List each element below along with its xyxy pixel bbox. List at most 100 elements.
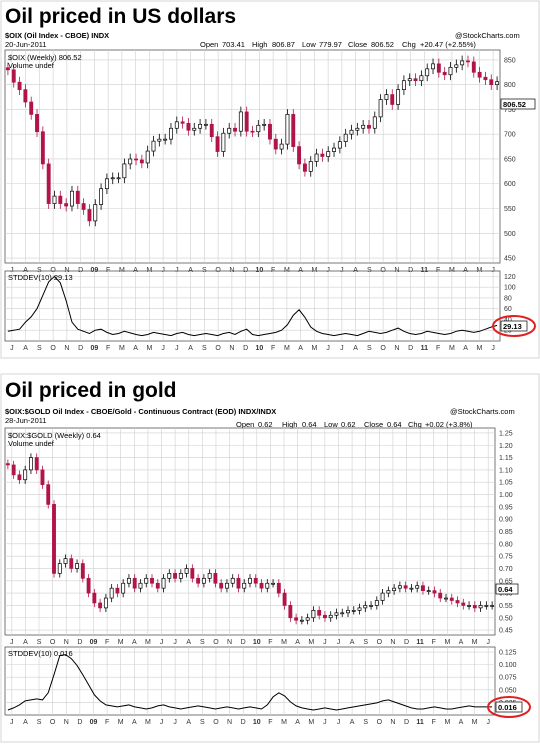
candle-body bbox=[279, 143, 284, 150]
candle-body bbox=[244, 111, 249, 132]
candle-body bbox=[273, 138, 278, 150]
x-tick-label: F bbox=[432, 639, 436, 646]
panel-gold: Oil priced in gold $OIX:$GOLD Oil Index … bbox=[0, 373, 540, 743]
candle-body bbox=[46, 484, 51, 505]
candle-body bbox=[248, 577, 252, 584]
candle-body bbox=[87, 209, 92, 222]
candle-body bbox=[426, 590, 431, 592]
x-tick-label: D bbox=[78, 267, 83, 274]
x-tick-label: D bbox=[404, 719, 409, 726]
candle-body bbox=[75, 563, 79, 569]
x-tick-label: M bbox=[449, 345, 455, 352]
x-tick-label: F bbox=[106, 345, 110, 352]
candle-body bbox=[70, 190, 74, 207]
x-tick-label: M bbox=[311, 267, 317, 274]
candle-body bbox=[442, 71, 447, 76]
x-tick-label: A bbox=[350, 639, 355, 646]
candle-body bbox=[250, 130, 255, 133]
y-tick-label: 700 bbox=[504, 132, 516, 139]
x-tick-label: D bbox=[404, 639, 409, 646]
quote-open: 703.41 bbox=[222, 40, 245, 49]
candle-body bbox=[302, 163, 307, 172]
candle-body bbox=[144, 577, 149, 584]
candle-body bbox=[63, 558, 68, 564]
candle-body bbox=[256, 124, 261, 133]
candle-body bbox=[363, 605, 368, 609]
candle-body bbox=[203, 123, 208, 126]
x-tick-label: A bbox=[23, 345, 28, 352]
usd-last-price-label: 806.52 bbox=[503, 100, 526, 109]
x-tick-label: 11 bbox=[421, 267, 429, 274]
x-tick-label: M bbox=[146, 345, 152, 352]
candle-body bbox=[178, 573, 183, 579]
x-tick-label: A bbox=[186, 719, 191, 726]
candle-body bbox=[409, 587, 414, 590]
candle-body bbox=[454, 64, 459, 68]
gold-stddev-last-box bbox=[495, 701, 523, 713]
candle-body bbox=[57, 563, 62, 574]
x-tick-label: M bbox=[119, 267, 125, 274]
quote-chg-label: Chg bbox=[402, 40, 416, 49]
x-tick-label: A bbox=[23, 639, 28, 646]
usd-price-candles bbox=[5, 55, 500, 227]
x-tick-label: N bbox=[64, 345, 69, 352]
candle-body bbox=[128, 158, 133, 165]
x-tick-label: A bbox=[298, 345, 303, 352]
candle-body bbox=[288, 605, 293, 619]
x-tick-label: A bbox=[188, 345, 193, 352]
gold-price-y-ticks: 0.450.500.550.600.650.700.750.800.850.90… bbox=[499, 430, 513, 634]
x-tick-label: A bbox=[188, 267, 193, 274]
x-tick-label: N bbox=[390, 639, 395, 646]
candle-body bbox=[209, 123, 214, 138]
usd-price-x-ticks: J A S O N D 09 F M A M J J A S O N D 10 F M A M J J A S O N D 11 F M A M J bbox=[10, 267, 495, 274]
x-tick-label: M bbox=[281, 639, 287, 646]
candle-body bbox=[403, 585, 408, 589]
x-tick-label: S bbox=[202, 345, 207, 352]
candle-body bbox=[425, 68, 430, 77]
candle-body bbox=[317, 610, 322, 616]
x-tick-label: O bbox=[213, 639, 219, 646]
y-tick-label: 1.05 bbox=[499, 480, 513, 487]
y-tick-label: 0.125 bbox=[499, 650, 517, 657]
candle-body bbox=[174, 121, 179, 129]
candle-body bbox=[233, 127, 237, 132]
panel-gold-title: Oil priced in gold bbox=[5, 379, 177, 402]
candle-body bbox=[495, 81, 500, 86]
candle-body bbox=[99, 188, 104, 205]
candle-body bbox=[98, 602, 103, 609]
x-tick-label: J bbox=[175, 267, 179, 274]
gold-stddev-grid bbox=[5, 647, 495, 715]
x-tick-label: A bbox=[353, 267, 358, 274]
quote-open-label: Open bbox=[236, 420, 254, 429]
usd-price-y-ticks: 450 500 550 600 650 700 750 800 850 bbox=[504, 57, 516, 262]
candle-body bbox=[355, 127, 360, 131]
candle-body bbox=[109, 587, 114, 599]
candle-body bbox=[390, 94, 395, 105]
x-tick-label: M bbox=[146, 267, 152, 274]
candle-body bbox=[52, 195, 57, 204]
x-tick-label: 10 bbox=[255, 267, 263, 274]
x-tick-label: S bbox=[37, 267, 42, 274]
candle-body bbox=[361, 124, 366, 129]
quote-high-label: High bbox=[282, 420, 297, 429]
x-tick-label: D bbox=[77, 719, 82, 726]
candle-body bbox=[242, 582, 247, 589]
candle-body bbox=[466, 60, 470, 63]
y-tick-label: 40 bbox=[504, 317, 512, 324]
candle-body bbox=[103, 597, 108, 609]
x-tick-label: A bbox=[132, 719, 137, 726]
x-tick-label: J bbox=[323, 639, 327, 646]
x-tick-label: 11 bbox=[416, 639, 424, 646]
candle-body bbox=[271, 582, 275, 585]
gold-stddev-legend: STDDEV(10) 0.016 bbox=[8, 649, 73, 658]
y-tick-label: 650 bbox=[504, 156, 516, 163]
y-tick-label: 1.00 bbox=[499, 492, 513, 499]
candle-body bbox=[305, 617, 310, 621]
x-tick-label: N bbox=[394, 345, 399, 352]
y-tick-label: 1.10 bbox=[499, 467, 513, 474]
candle-body bbox=[455, 600, 460, 604]
candle-body bbox=[490, 605, 495, 607]
panel-gold-quote: Open 0.62 High 0.64 Low 0.62 Close 0.64 … bbox=[236, 420, 473, 429]
candle-body bbox=[64, 203, 69, 207]
candle-body bbox=[198, 123, 203, 129]
